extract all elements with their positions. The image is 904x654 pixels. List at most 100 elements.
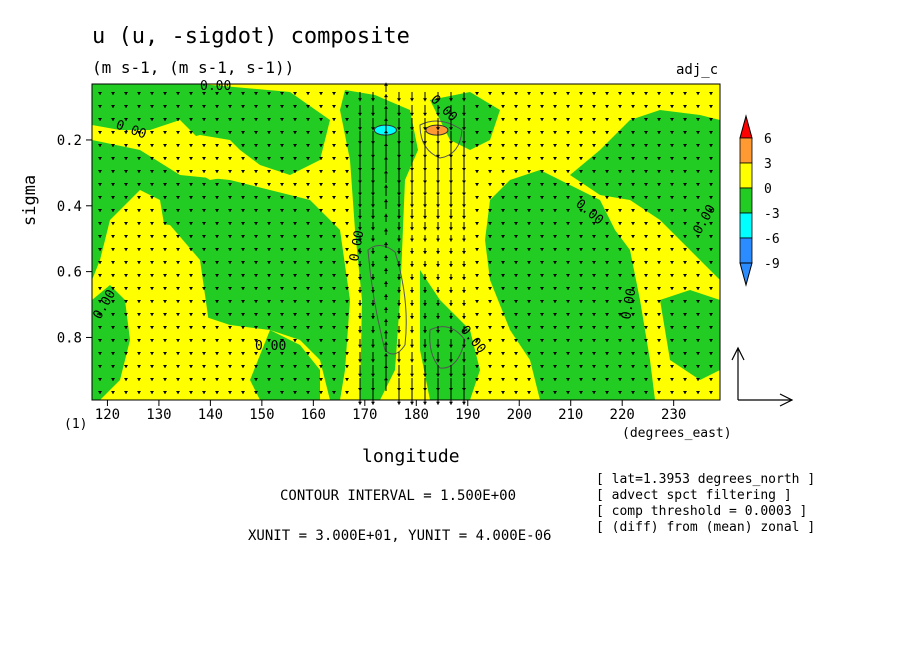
vector-arrowhead — [150, 391, 154, 394]
vector-arrowhead — [267, 248, 271, 251]
vector-arrowhead — [462, 303, 466, 306]
vector-arrowhead — [553, 235, 557, 238]
vector-arrowhead — [371, 277, 375, 280]
vector-arrowhead — [176, 391, 180, 394]
vector-arrowhead — [449, 167, 453, 171]
vector-arrowhead — [215, 209, 219, 212]
vector-arrowhead — [228, 365, 232, 368]
vector-arrowhead — [410, 303, 414, 306]
vector-arrowhead — [540, 183, 544, 186]
colorbar-label: 3 — [764, 157, 772, 172]
vector-arrowhead — [618, 235, 622, 238]
vector-arrowhead — [241, 378, 245, 381]
vector-arrowhead — [566, 131, 570, 134]
vector-arrowhead — [527, 287, 531, 290]
vector-arrowhead — [592, 378, 596, 381]
vector-arrowhead — [397, 204, 401, 208]
vector-arrowhead — [527, 222, 531, 225]
vector-arrowhead — [189, 235, 193, 238]
vector-arrowhead — [254, 92, 258, 95]
vector-arrowhead — [566, 222, 570, 225]
vector-arrowhead — [540, 144, 544, 147]
contour-label: 0.00 — [347, 229, 367, 262]
vector-arrowhead — [176, 222, 180, 225]
vector-arrowhead — [592, 274, 596, 277]
vector-arrowhead — [150, 352, 154, 355]
vector-arrowhead — [280, 92, 284, 95]
vector-arrowhead — [514, 196, 518, 199]
vector-arrowhead — [397, 316, 401, 319]
vector-arrowhead — [384, 242, 388, 245]
vector-arrowhead — [592, 118, 596, 121]
vector-arrowhead — [293, 118, 297, 121]
vector-arrowhead — [98, 261, 102, 264]
vector-arrowhead — [280, 300, 284, 303]
vector-arrowhead — [319, 222, 323, 225]
vector-arrowhead — [657, 196, 661, 199]
vector-arrowhead — [462, 98, 466, 102]
vector-arrowhead — [553, 209, 557, 212]
vector-arrowhead — [631, 170, 635, 173]
vector-arrowhead — [696, 261, 700, 264]
vector-arrowhead — [215, 131, 219, 134]
vector-arrowhead — [709, 352, 713, 355]
vector-arrowhead — [124, 326, 128, 329]
vector-arrowhead — [436, 277, 440, 280]
vector-arrowhead — [306, 222, 310, 225]
vector-arrowhead — [189, 209, 193, 212]
vector-arrowhead — [202, 391, 206, 394]
vector-arrowhead — [267, 144, 271, 147]
vector-arrowhead — [566, 196, 570, 199]
vector-arrowhead — [371, 344, 375, 348]
vector-arrowhead — [527, 352, 531, 355]
vector-arrowhead — [579, 144, 583, 147]
vector-arrowhead — [657, 157, 661, 160]
vector-arrowhead — [189, 118, 193, 121]
vector-arrowhead — [670, 170, 674, 173]
extremum-positive — [425, 124, 449, 136]
vector-arrowhead — [332, 196, 336, 199]
vector-arrowhead — [475, 222, 479, 225]
vector-arrowhead — [462, 316, 466, 319]
vector-arrowhead — [293, 209, 297, 212]
vector-arrowhead — [410, 251, 414, 254]
vector-arrowhead — [553, 131, 557, 134]
vector-arrowhead — [267, 326, 271, 329]
vector-arrowhead — [592, 105, 596, 108]
vector-arrowhead — [150, 131, 154, 134]
vector-arrowhead — [215, 261, 219, 264]
vector-arrowhead — [384, 105, 388, 109]
fill-region-negative — [485, 170, 655, 400]
vector-arrowhead — [332, 313, 336, 316]
fill-region-negative — [660, 290, 720, 380]
vector-arrowhead — [397, 127, 401, 131]
vector-arrowhead — [98, 365, 102, 368]
vector-arrowhead — [254, 261, 258, 264]
vector-arrowhead — [332, 378, 336, 381]
vector-arrowhead — [150, 209, 154, 212]
vector-arrowhead — [410, 215, 414, 219]
vector-arrowhead — [241, 209, 245, 212]
vector-arrowhead — [592, 391, 596, 394]
vector-arrowhead — [709, 326, 713, 329]
vector-arrowhead — [358, 303, 362, 306]
vector-arrowhead — [618, 183, 622, 186]
vector-arrowhead — [462, 387, 466, 391]
vector-arrowhead — [137, 222, 141, 225]
vector-arrowhead — [436, 204, 440, 208]
vector-arrowhead — [319, 105, 323, 108]
vector-arrowhead — [306, 326, 310, 329]
vector-arrowhead — [527, 261, 531, 264]
fill-region-positive — [310, 170, 345, 200]
vector-arrowhead — [514, 274, 518, 277]
vector-arrowhead — [384, 199, 388, 203]
vector-arrowhead — [709, 209, 713, 212]
vector-arrowhead — [293, 144, 297, 147]
vector-arrowhead — [644, 300, 648, 303]
vector-arrowhead — [566, 378, 570, 381]
vector-arrowhead — [501, 274, 505, 277]
vector-arrowhead — [124, 183, 128, 186]
vector-arrowhead — [449, 98, 453, 102]
vector-arrowhead — [488, 378, 492, 381]
vector-arrowhead — [189, 144, 193, 147]
